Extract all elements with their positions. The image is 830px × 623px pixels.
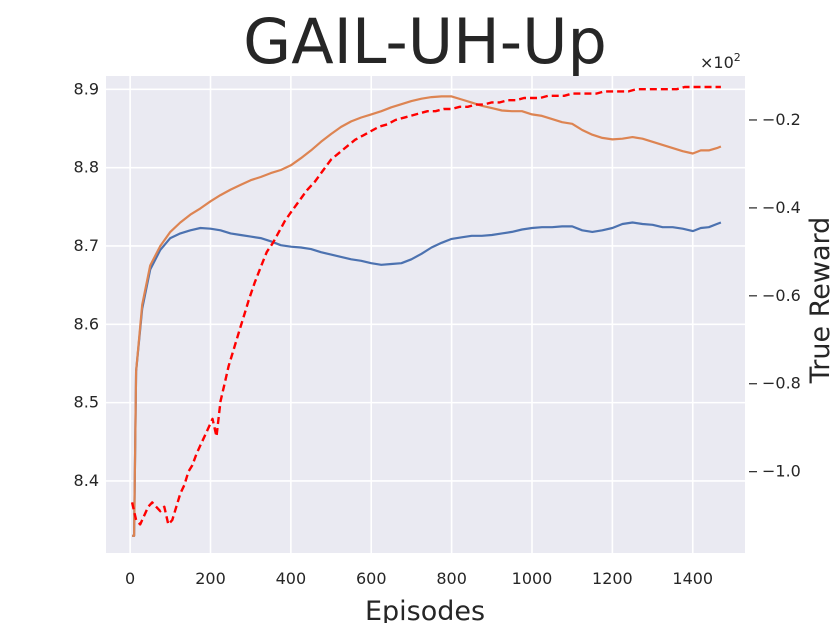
y-tick-label: 8.5 bbox=[74, 393, 99, 412]
y2-tick-label: −0.8 bbox=[762, 374, 801, 393]
x-tick-label: 600 bbox=[356, 569, 387, 588]
y-tick-labels: 8.4 8.5 8.6 8.7 8.8 8.9 bbox=[74, 79, 99, 490]
y2-tick-label: −0.2 bbox=[762, 110, 801, 129]
plot-background bbox=[106, 76, 745, 553]
series-line-3 bbox=[130, 85, 721, 526]
y2-tick-label: −0.6 bbox=[762, 286, 801, 305]
y-tick-label: 8.7 bbox=[74, 236, 99, 255]
x-tick-label: 0 bbox=[125, 569, 135, 588]
y2-multiplier-base: ×10 bbox=[700, 53, 734, 72]
y2-tick-label: −1.0 bbox=[762, 462, 801, 481]
y-tick-label: 8.4 bbox=[74, 471, 99, 490]
x-tick-label: 1200 bbox=[592, 569, 633, 588]
x-tick-label: 1400 bbox=[672, 569, 713, 588]
y2-axis-label: True Reward bbox=[805, 217, 830, 384]
x-tick-labels: 0 200 400 600 800 1000 1200 1400 bbox=[125, 569, 713, 588]
chart-title: GAIL-UH-Up bbox=[243, 5, 607, 78]
series-line-2 bbox=[132, 95, 722, 537]
y-tick-label: 8.9 bbox=[74, 79, 99, 98]
y-tick-label: 8.6 bbox=[74, 314, 99, 333]
series-line-1 bbox=[132, 221, 722, 537]
grid bbox=[106, 76, 745, 553]
x-tick-label: 800 bbox=[436, 569, 467, 588]
x-tick-label: 400 bbox=[276, 569, 307, 588]
x-axis-label: Episodes bbox=[365, 596, 485, 623]
series-layer bbox=[130, 85, 722, 537]
y2-tick-labels: −1.0 −0.8 −0.6 −0.4 −0.2 bbox=[749, 110, 801, 481]
y2-tick-label: −0.4 bbox=[762, 198, 801, 217]
y-tick-label: 8.8 bbox=[74, 158, 99, 177]
x-tick-label: 200 bbox=[195, 569, 226, 588]
y2-multiplier-exponent: 2 bbox=[734, 51, 741, 64]
y2-multiplier: ×102 bbox=[700, 51, 741, 72]
x-tick-label: 1000 bbox=[512, 569, 553, 588]
